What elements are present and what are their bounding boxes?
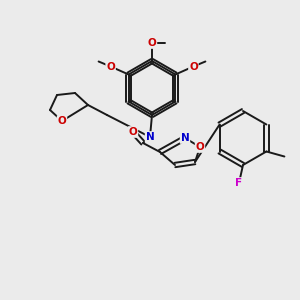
Text: O: O <box>129 127 137 137</box>
Text: O: O <box>106 61 115 71</box>
Text: O: O <box>148 38 156 48</box>
Text: O: O <box>196 142 204 152</box>
Text: O: O <box>189 61 198 71</box>
Text: F: F <box>236 178 243 188</box>
Text: N: N <box>181 133 189 143</box>
Text: O: O <box>58 116 66 126</box>
Text: N: N <box>146 132 154 142</box>
